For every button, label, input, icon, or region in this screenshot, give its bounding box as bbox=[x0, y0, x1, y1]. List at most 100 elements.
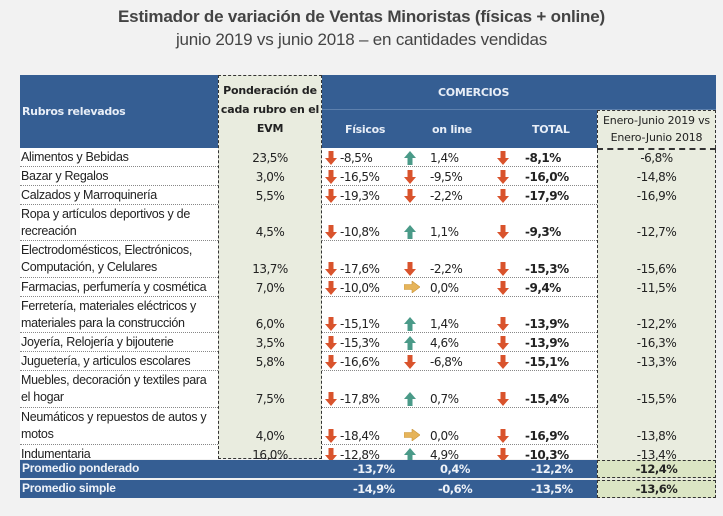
row-divider bbox=[20, 296, 218, 297]
row-ytd: -6,8% bbox=[640, 151, 673, 165]
arrow-down-icon bbox=[497, 262, 511, 276]
header-divider bbox=[322, 109, 716, 110]
row-online: 1,4% bbox=[430, 317, 459, 331]
arrow-down-icon bbox=[497, 317, 511, 331]
table-row: Ferretería, materiales eléctricos y mate… bbox=[20, 297, 716, 333]
header-rubros: Rubros relevados bbox=[22, 105, 126, 118]
row-weight: 7,0% bbox=[255, 281, 285, 295]
arrow-down-icon bbox=[325, 317, 339, 331]
header-fisicos: Físicos bbox=[345, 123, 386, 136]
row-online: -9,5% bbox=[430, 170, 463, 184]
arrow-down-icon bbox=[325, 189, 339, 203]
row-weight: 23,5% bbox=[252, 151, 288, 165]
table-row: Bazar y Regalos 3,0% -16,5% -9,5% -16,0% -14,… bbox=[20, 167, 716, 186]
arrow-right-icon bbox=[404, 281, 420, 295]
arrow-down-icon bbox=[325, 262, 339, 276]
arrow-down-icon bbox=[404, 262, 418, 276]
arrow-down-icon bbox=[404, 170, 418, 184]
summary-fisicos: -14,9% bbox=[353, 482, 395, 496]
table-row: Juguetería, y articulos escolares 5,8% -16… bbox=[20, 352, 716, 371]
row-total: -10,3% bbox=[525, 448, 569, 462]
row-ytd: -13,3% bbox=[636, 355, 677, 369]
ytd-column-highlight bbox=[597, 110, 716, 498]
summary-fisicos: -13,7% bbox=[353, 462, 395, 476]
row-divider bbox=[20, 166, 218, 167]
row-ytd: -16,3% bbox=[636, 336, 677, 350]
row-fisicos: -15,1% bbox=[340, 317, 380, 331]
summary-row-weighted: Promedio ponderado -13,7% 0,4% -12,2% bbox=[20, 460, 597, 478]
row-online: 0,7% bbox=[430, 392, 459, 406]
arrow-right-icon bbox=[404, 429, 420, 443]
row-fisicos: -18,4% bbox=[340, 429, 380, 443]
arrow-down-icon bbox=[325, 225, 339, 239]
row-online: -2,2% bbox=[430, 262, 463, 276]
arrow-down-icon bbox=[497, 170, 511, 184]
row-divider bbox=[322, 351, 597, 352]
summary-row-simple: Promedio simple -14,9% -0,6% -13,5% bbox=[20, 480, 597, 498]
arrow-down-icon bbox=[404, 355, 418, 369]
row-total: -13,9% bbox=[525, 336, 569, 350]
row-total: -16,0% bbox=[525, 170, 569, 184]
arrow-down-icon bbox=[325, 392, 339, 406]
row-label: Bazar y Regalos bbox=[21, 169, 109, 183]
row-divider bbox=[322, 444, 597, 445]
header-weight: Ponderación de cada rubro en el EVM bbox=[218, 81, 322, 138]
row-total: -15,4% bbox=[525, 392, 569, 406]
row-label: Juguetería, y articulos escolares bbox=[21, 354, 191, 368]
row-ytd: -15,6% bbox=[636, 262, 677, 276]
row-label: Farmacias, perfumería y cosmética bbox=[21, 280, 207, 294]
header-online: on line bbox=[432, 123, 472, 136]
arrow-up-icon bbox=[404, 336, 418, 350]
row-divider bbox=[322, 240, 597, 241]
arrow-down-icon bbox=[325, 281, 339, 295]
row-online: 1,4% bbox=[430, 151, 459, 165]
row-total: -15,1% bbox=[525, 355, 569, 369]
arrow-down-icon bbox=[497, 281, 511, 295]
arrow-down-icon bbox=[325, 448, 339, 462]
row-total: -16,9% bbox=[525, 429, 569, 443]
row-divider bbox=[20, 204, 218, 205]
page-subtitle: junio 2019 vs junio 2018 – en cantidades… bbox=[175, 30, 548, 49]
row-divider bbox=[322, 185, 597, 186]
row-divider bbox=[20, 240, 218, 241]
row-fisicos: -15,3% bbox=[340, 336, 380, 350]
row-weight: 7,5% bbox=[255, 392, 285, 406]
row-fisicos: -16,5% bbox=[340, 170, 380, 184]
header-ytd-line: Enero-Junio 2018 bbox=[610, 131, 703, 144]
row-online: -6,8% bbox=[430, 355, 463, 369]
arrow-down-icon bbox=[325, 429, 339, 443]
row-label: Alimentos y Bebidas bbox=[21, 150, 129, 164]
row-ytd: -14,8% bbox=[636, 170, 677, 184]
row-ytd: -16,9% bbox=[636, 189, 677, 203]
table-row: Electrodomésticos, Electrónicos, Computa… bbox=[20, 241, 716, 278]
row-divider bbox=[322, 370, 597, 371]
arrow-down-icon bbox=[497, 151, 511, 165]
row-divider bbox=[322, 166, 597, 167]
row-ytd: -15,5% bbox=[636, 392, 677, 406]
summary-ytd-simple: -13,6% bbox=[597, 480, 716, 498]
row-fisicos: -17,6% bbox=[340, 262, 380, 276]
table-row: Indumentaria 16,0% -12,8% 4,9% -10,3% -13,4% bbox=[20, 445, 716, 464]
row-weight: 16,0% bbox=[252, 448, 288, 462]
summary-ytd-weighted: -12,4% bbox=[597, 460, 716, 478]
row-ytd: -12,2% bbox=[636, 317, 677, 331]
row-ytd: -13,4% bbox=[636, 448, 677, 462]
row-weight: 13,7% bbox=[252, 262, 288, 276]
header-comercios: COMERCIOS bbox=[438, 86, 510, 99]
table-row: Calzados y Marroquinería 5,5% -19,3% -2,2% -… bbox=[20, 186, 716, 205]
arrow-down-icon bbox=[497, 355, 511, 369]
row-divider bbox=[322, 332, 597, 333]
table-row: Ropa y artículos deportivos y de recreac… bbox=[20, 205, 716, 241]
row-label: Ferretería, materiales eléctricos y mate… bbox=[21, 299, 196, 330]
row-divider bbox=[20, 185, 218, 186]
header-total: TOTAL bbox=[532, 123, 570, 136]
table-row: Joyería, Relojería y bijouterie 3,5% -15,3… bbox=[20, 333, 716, 352]
row-label: Calzados y Marroquinería bbox=[21, 188, 157, 202]
row-divider bbox=[20, 407, 218, 408]
arrow-down-icon bbox=[497, 225, 511, 239]
arrow-down-icon bbox=[497, 392, 511, 406]
row-fisicos: -10,8% bbox=[340, 225, 380, 239]
row-online: 0,0% bbox=[430, 281, 459, 295]
row-ytd: -11,5% bbox=[636, 281, 677, 295]
arrow-down-icon bbox=[325, 170, 339, 184]
